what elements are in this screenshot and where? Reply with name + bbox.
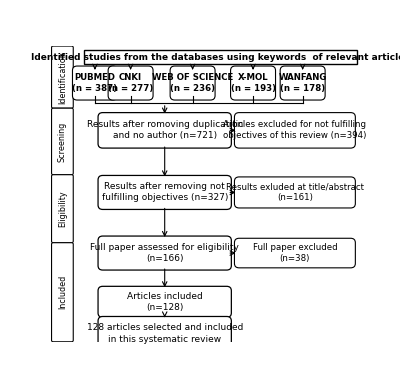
FancyBboxPatch shape [72,66,118,100]
Text: Articles included
(n=128): Articles included (n=128) [127,292,202,312]
Text: CNKI
(n = 277): CNKI (n = 277) [108,73,153,93]
Text: WEB OF SCIENCE
(n = 236): WEB OF SCIENCE (n = 236) [152,73,233,93]
Text: Results exluded at title/abstract
(n=161): Results exluded at title/abstract (n=161… [226,182,364,202]
Text: Screening: Screening [58,121,67,162]
Text: 128 articles selected and included
in this systematic review: 128 articles selected and included in th… [86,323,243,344]
FancyBboxPatch shape [108,66,153,100]
FancyBboxPatch shape [98,316,231,351]
FancyBboxPatch shape [98,286,231,317]
FancyBboxPatch shape [98,175,231,209]
FancyBboxPatch shape [280,66,325,100]
Text: Identification: Identification [58,51,67,104]
FancyBboxPatch shape [52,175,73,243]
Text: Eligibility: Eligibility [58,190,67,227]
Text: Full paper assessed for eligibility
(n=166): Full paper assessed for eligibility (n=1… [90,243,239,263]
FancyBboxPatch shape [230,66,276,100]
Text: X-MOL
(n = 193): X-MOL (n = 193) [230,73,276,93]
FancyBboxPatch shape [98,236,231,270]
Text: Identified studies from the databases using keywords  of relevant articles: Identified studies from the databases us… [31,53,400,61]
FancyBboxPatch shape [52,108,73,175]
Text: Results after romoving duplication
and no author (n=721): Results after romoving duplication and n… [86,120,243,141]
FancyBboxPatch shape [234,113,355,148]
Text: PUBMED
(n = 387): PUBMED (n = 387) [72,73,118,93]
Text: Results after removing not
fulfilling objectives (n=327): Results after removing not fulfilling ob… [102,182,228,202]
FancyBboxPatch shape [84,50,357,65]
FancyBboxPatch shape [234,177,355,208]
FancyBboxPatch shape [52,243,73,342]
Text: Articles excluded for not fulfilling
objectives of this review (n=394): Articles excluded for not fulfilling obj… [223,120,366,141]
FancyBboxPatch shape [98,113,231,148]
FancyBboxPatch shape [170,66,215,100]
FancyBboxPatch shape [52,46,73,108]
Text: Full paper excluded
(n=38): Full paper excluded (n=38) [252,243,337,263]
FancyBboxPatch shape [234,238,355,268]
Text: WANFANG
(n = 178): WANFANG (n = 178) [278,73,327,93]
Text: Included: Included [58,275,67,310]
